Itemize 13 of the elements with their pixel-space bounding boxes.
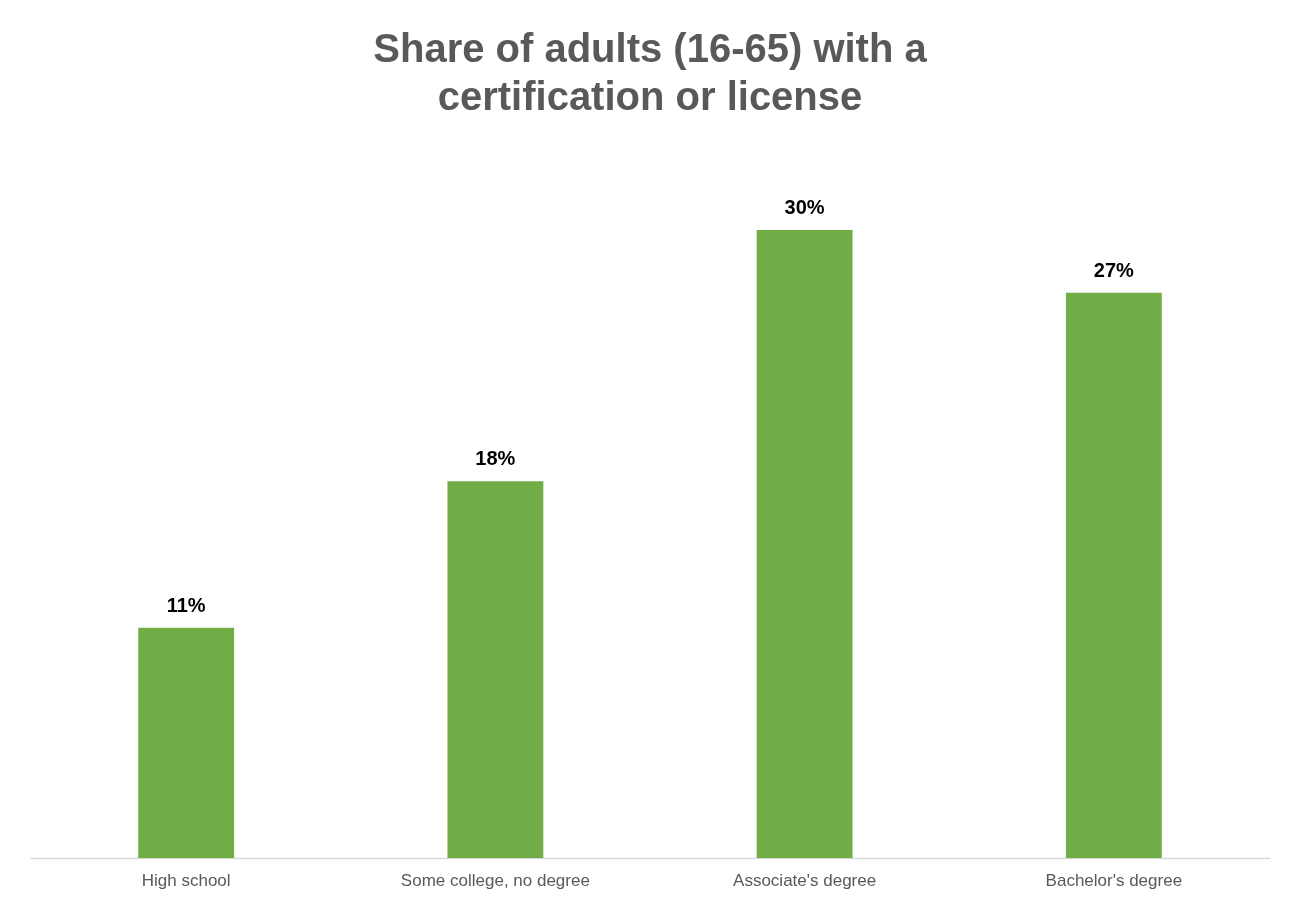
data-label: 18% [475, 447, 516, 470]
bar [447, 481, 544, 858]
x-tick-label: High school [141, 870, 231, 890]
data-label: 30% [784, 196, 825, 218]
x-tick-label: Bachelor's degree [1045, 870, 1183, 890]
data-label: 27% [1093, 258, 1135, 281]
x-tick-label: Associate's degree [733, 870, 877, 890]
data-label: 11% [166, 593, 206, 616]
bar [756, 230, 853, 858]
bar [138, 627, 235, 858]
chart-title: Share of adults (16-65) with a certification or license [373, 26, 928, 118]
x-tick-label: Some college, no degree [400, 870, 590, 890]
bar [1065, 292, 1162, 858]
